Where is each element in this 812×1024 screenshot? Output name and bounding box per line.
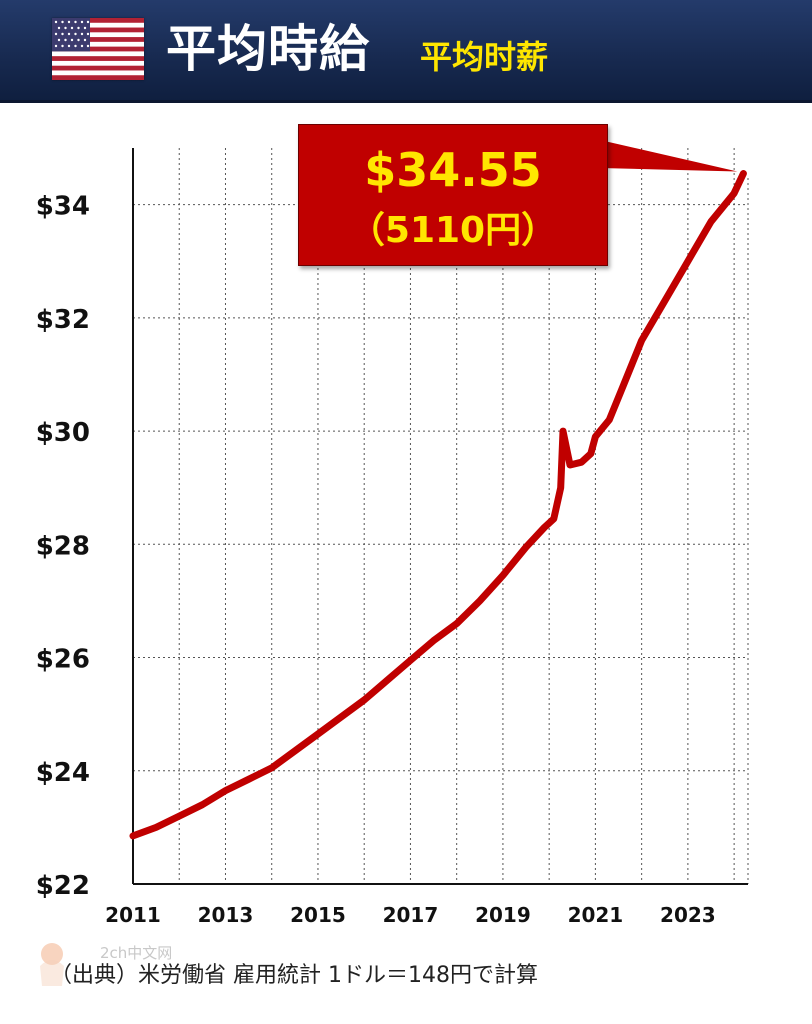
latest-value-callout: $34.55 （5110円） <box>298 124 608 266</box>
x-tick-label: 2023 <box>660 903 716 927</box>
wage-line-chart: $22$24$26$28$30$32$34 2011 2013 2015 2017 20… <box>36 140 749 927</box>
y-tick-label: $34 <box>36 192 90 222</box>
x-tick-label: 2013 <box>198 903 254 927</box>
x-tick-label: 2021 <box>568 903 624 927</box>
y-tick-label: $22 <box>36 871 90 901</box>
page-subtitle: 平均时薪 <box>420 38 549 76</box>
source-note: （出典）米労働省 雇用統計 1ドル＝148円で計算 <box>50 963 538 988</box>
y-tick-label: $30 <box>36 418 90 448</box>
watermark-text: 2ch中文网 <box>100 944 173 962</box>
x-tick-label: 2017 <box>383 903 439 927</box>
series-line <box>129 170 747 840</box>
y-axis-ticks: $22 $24 $26 $28 $30 $32 $34 <box>36 192 90 901</box>
callout-value: $34.55 <box>364 143 542 197</box>
header-bar: 平均時給 平均时薪 <box>0 0 812 103</box>
x-tick-label: 2011 <box>105 903 161 927</box>
y-tick-label: $32 <box>36 305 90 335</box>
chart-axes <box>132 148 748 885</box>
watermark-logo <box>40 943 64 986</box>
x-tick-label: 2015 <box>290 903 346 927</box>
series-group <box>129 170 747 840</box>
callout-yen-value: （5110円） <box>348 210 558 251</box>
y-tick-label: $26 <box>36 645 90 675</box>
page-title: 平均時給 <box>166 20 370 78</box>
y-tick-label: $24 <box>36 758 90 788</box>
callout-pointer <box>600 140 738 172</box>
x-tick-label: 2019 <box>475 903 531 927</box>
us-flag-icon <box>52 18 144 80</box>
y-tick-label: $28 <box>36 531 90 561</box>
x-axis-ticks: 2011 2013 2015 2017 2019 2021 2023 <box>105 903 716 927</box>
